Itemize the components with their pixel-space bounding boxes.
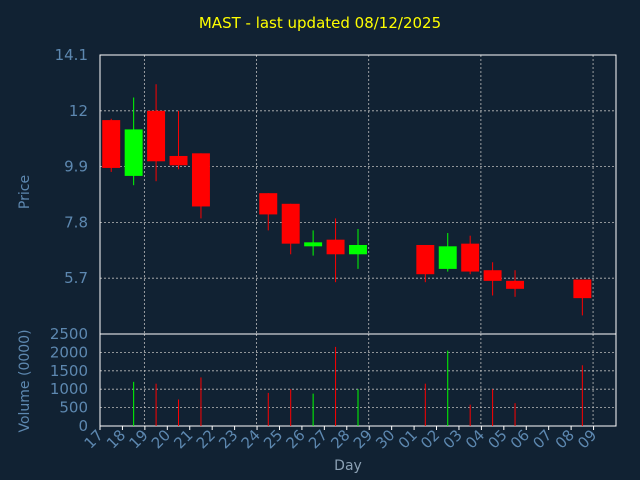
candle-body: [259, 193, 278, 215]
candle-body: [483, 270, 502, 281]
volume-tick-label: 1000: [50, 380, 88, 398]
candle-body: [147, 110, 166, 162]
price-tick-label: 7.8: [64, 213, 88, 231]
candle-body: [438, 246, 457, 269]
candle-body: [461, 243, 480, 272]
candles: [102, 84, 592, 316]
candle-body: [304, 242, 323, 247]
candle-body: [506, 280, 525, 289]
candle-body: [416, 244, 435, 275]
price-grid: [100, 54, 616, 334]
price-tick-label: 5.7: [64, 269, 88, 287]
candle-body: [349, 244, 367, 255]
price-tick-label: 12: [69, 102, 88, 120]
price-tick-label: 9.9: [64, 158, 88, 176]
candle-body: [281, 203, 300, 244]
candle-body: [326, 239, 345, 255]
volume-tick-label: 0: [78, 417, 88, 435]
volume-tick-label: 1500: [50, 362, 88, 380]
x-tick-label: 09: [574, 426, 600, 452]
candle-body: [102, 120, 121, 168]
volume-tick-label: 2500: [50, 325, 88, 343]
x-tick-labels: 1718192021222324252627282930010203040506…: [81, 426, 600, 452]
volume-tick-label: 2000: [50, 343, 88, 361]
price-tick-label: 14.1: [55, 46, 88, 64]
candle-body: [169, 155, 188, 166]
x-axis-label: Day: [334, 458, 362, 474]
candle-body: [573, 279, 592, 299]
chart-title: MAST - last updated 08/12/2025: [198, 14, 442, 32]
candle-body: [124, 129, 143, 176]
price-frame: [99, 54, 617, 335]
volume-bars: [133, 346, 583, 426]
price-tick-labels: 14.1 12 9.9 7.8 5.7: [55, 46, 88, 287]
volume-tick-label: 500: [59, 399, 88, 417]
candle-body: [191, 153, 210, 207]
